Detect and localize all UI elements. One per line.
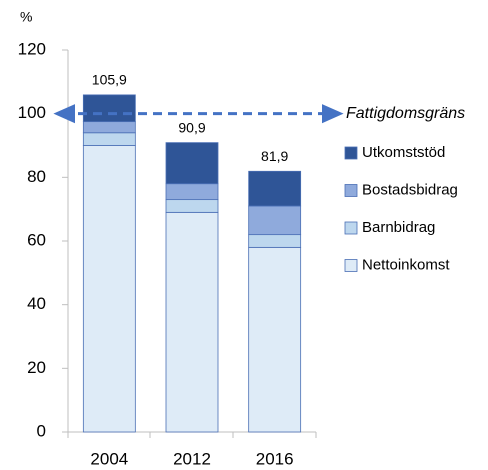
- legend-label: Nettoinkomst: [362, 256, 450, 273]
- bar-segment: [82, 145, 136, 433]
- y-axis-label: %: [20, 9, 32, 25]
- legend-label: Utkomststöd: [362, 144, 445, 161]
- total-label: 81,9: [261, 148, 288, 164]
- bar-segment: [165, 142, 219, 185]
- legend-label: Bostadsbidrag: [362, 181, 458, 198]
- bar-segment: [165, 211, 219, 433]
- bar-segment: [82, 132, 136, 146]
- y-tick-label: 0: [37, 421, 46, 440]
- legend-swatch: [344, 259, 358, 272]
- y-tick-label: 100: [18, 103, 46, 122]
- total-label: 105,9: [92, 72, 127, 88]
- bar-segment: [82, 94, 136, 123]
- y-tick-label: 80: [27, 167, 46, 186]
- x-tick-label: 2016: [256, 449, 294, 468]
- bar-segment: [248, 246, 302, 433]
- bar-segment: [82, 121, 136, 134]
- bar-segment: [248, 170, 302, 207]
- bar-segment: [248, 205, 302, 236]
- legend-swatch: [344, 184, 358, 197]
- x-tick-label: 2004: [90, 449, 128, 468]
- x-tick-label: 2012: [173, 449, 211, 468]
- y-tick-label: 40: [27, 294, 46, 313]
- legend-swatch: [344, 146, 358, 160]
- legend-label: Barnbidrag: [362, 219, 435, 236]
- y-tick-label: 60: [27, 230, 46, 249]
- threshold-label: Fattigdomsgräns: [346, 105, 465, 122]
- y-tick-label: 20: [27, 358, 46, 377]
- bar-segment: [165, 199, 219, 213]
- y-tick-label: 120: [18, 39, 46, 58]
- bar-segment: [248, 234, 302, 248]
- legend-swatch: [344, 221, 358, 235]
- total-label: 90,9: [178, 119, 205, 135]
- bar-segment: [165, 183, 219, 201]
